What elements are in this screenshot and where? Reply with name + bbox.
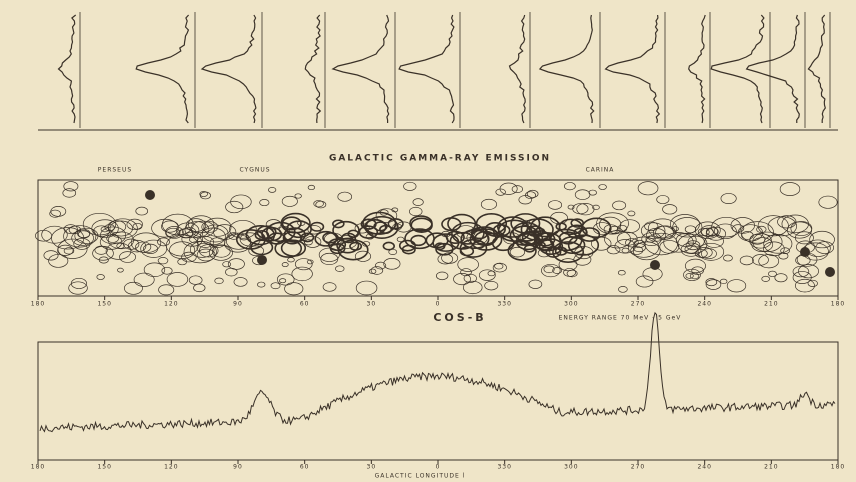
- tick-label: 270: [631, 464, 645, 471]
- tick-label: 270: [631, 301, 645, 308]
- tick-label: 30: [367, 301, 377, 308]
- tick-label: 210: [764, 301, 778, 308]
- tick-label: 60: [300, 464, 310, 471]
- tick-label: 330: [497, 301, 511, 308]
- tick-label: 330: [497, 464, 511, 471]
- tick-label: 180: [831, 301, 845, 308]
- tick-label: 210: [764, 464, 778, 471]
- tick-label: 150: [97, 464, 111, 471]
- source: [257, 255, 267, 265]
- tick-label: 240: [697, 464, 711, 471]
- tick-label: 300: [564, 301, 578, 308]
- region-label: PERSEUS: [98, 167, 132, 174]
- figure: GALACTIC GAMMA-RAY EMISSION PERSEUS CYGN…: [0, 0, 856, 482]
- tick-label: 90: [233, 301, 243, 308]
- tick-label: 240: [697, 301, 711, 308]
- axis-title: GALACTIC LONGITUDE l: [375, 473, 466, 480]
- tick-label: 150: [97, 301, 111, 308]
- source: [825, 267, 835, 277]
- tick-label: 120: [164, 464, 178, 471]
- tick-label: 120: [164, 301, 178, 308]
- source: [800, 247, 810, 257]
- tick-label: 60: [300, 301, 310, 308]
- tick-label: 0: [436, 464, 441, 471]
- region-label: CARINA: [586, 167, 615, 174]
- tick-label: 180: [831, 464, 845, 471]
- source: [145, 190, 155, 200]
- tick-label: 0: [436, 301, 441, 308]
- figure-title: GALACTIC GAMMA-RAY EMISSION: [329, 154, 551, 164]
- tick-label: 300: [564, 464, 578, 471]
- source: [650, 260, 660, 270]
- instrument-label: COS-B: [433, 311, 486, 324]
- energy-label: ENERGY RANGE 70 MeV - 5 GeV: [559, 315, 682, 322]
- tick-label: 30: [367, 464, 377, 471]
- tick-label: 180: [31, 464, 45, 471]
- paper: [0, 0, 856, 482]
- region-label: CYGNUS: [239, 167, 270, 174]
- tick-label: 90: [233, 464, 243, 471]
- tick-label: 180: [31, 301, 45, 308]
